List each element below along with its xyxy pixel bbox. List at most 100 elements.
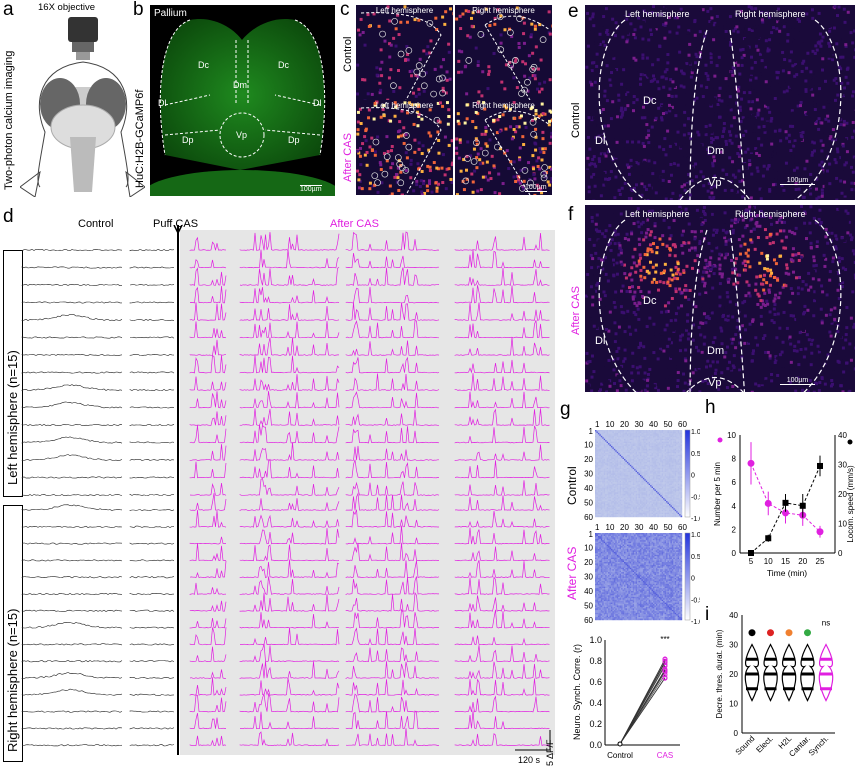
control-matrix-cell: [664, 457, 667, 460]
cell-dot: [357, 178, 361, 182]
cell-dot: [781, 285, 785, 289]
cell-dot: [682, 85, 686, 89]
cell-dot: [623, 321, 627, 325]
after-cas-trace: [454, 408, 550, 426]
cell-dot: [732, 67, 736, 71]
cell-dot: [827, 56, 831, 60]
control-matrix-cell: [616, 430, 619, 432]
control-matrix-cell: [615, 453, 617, 455]
control-matrix-cell: [632, 434, 635, 436]
control-matrix-cell: [613, 430, 616, 432]
control-matrix-cell: [624, 440, 626, 442]
cell-dot: [447, 167, 451, 171]
cell-dot: [420, 190, 424, 194]
cell-dot: [385, 135, 389, 139]
control-matrix-cell: [619, 456, 622, 458]
control-matrix-cell: [660, 443, 662, 445]
cell-dot: [589, 27, 593, 31]
cell-dot: [726, 278, 730, 282]
control-matrix-cell: [663, 448, 665, 451]
cell-dot: [378, 91, 382, 95]
control-matrix-cell: [679, 438, 681, 441]
control-matrix-cell: [639, 459, 642, 461]
control-trace: [130, 336, 175, 339]
cell-dot: [637, 237, 641, 241]
control-matrix-cell: [628, 432, 630, 435]
cell-dot: [811, 277, 815, 281]
cell-dot: [775, 27, 779, 31]
cell-dot: [832, 24, 836, 28]
cell-dot: [744, 352, 748, 356]
control-matrix-cell: [609, 440, 612, 442]
cell-dot: [770, 139, 774, 143]
control-matrix-cell: [626, 435, 629, 438]
objective-label: 16X objective: [38, 2, 96, 13]
cell-dot: [839, 128, 843, 132]
cell-dot: [763, 291, 767, 295]
control-matrix-cell: [624, 451, 626, 454]
control-matrix-cell: [634, 435, 636, 438]
cell-dot: [840, 271, 844, 275]
cell-dot: [367, 108, 371, 112]
control-matrix-cell: [615, 457, 617, 460]
control-trace: [129, 508, 175, 512]
control-matrix-cell: [635, 451, 638, 454]
cell-dot: [642, 159, 646, 163]
control-matrix-cell: [608, 453, 610, 455]
control-matrix-cell: [653, 453, 655, 455]
cell-dot: [808, 187, 812, 191]
cell-dot: [687, 142, 691, 146]
cell-dot: [518, 158, 522, 162]
cell-dot: [629, 128, 633, 132]
cell-dot: [725, 345, 729, 349]
control-matrix-cell: [647, 460, 649, 463]
cell-dot: [650, 250, 654, 254]
cell-dot: [396, 176, 400, 180]
control-matrix-cell: [618, 448, 620, 451]
cell-dot: [779, 215, 783, 219]
cell-dot: [647, 129, 651, 133]
control-matrix-cell: [655, 438, 658, 441]
cell-dot: [819, 307, 823, 311]
control-matrix-cell: [660, 437, 662, 439]
cell-dot: [479, 147, 483, 151]
cell-dot: [605, 303, 609, 307]
cell-dot: [643, 217, 647, 221]
control-matrix-cell: [595, 451, 597, 454]
control-matrix-cell: [626, 440, 629, 442]
cell-dot: [639, 341, 643, 345]
control-matrix-cell: [642, 454, 645, 457]
cell-dot: [830, 97, 834, 101]
cell-dot: [597, 152, 601, 156]
cell-dot: [741, 195, 745, 199]
left-group-box: [3, 250, 23, 497]
cell-dot: [820, 367, 824, 371]
cell-dot: [639, 278, 643, 282]
cell-dot: [713, 35, 717, 39]
control-matrix-cell: [631, 459, 633, 461]
cell-dot: [837, 262, 841, 266]
cell-dot: [682, 63, 686, 67]
control-matrix-cell: [657, 457, 659, 460]
cell-dot: [843, 194, 847, 198]
cell-dot: [737, 169, 741, 173]
cell-dot: [614, 21, 618, 25]
control-matrix-cell: [595, 447, 597, 450]
c-image-after-right: Right hemisphere 100µm: [455, 100, 552, 195]
region-vp: Vp: [708, 177, 722, 189]
cell-dot: [815, 296, 819, 300]
control-matrix-cell: [625, 459, 628, 461]
control-matrix-cell: [621, 459, 623, 461]
cell-dot: [663, 355, 667, 359]
cell-dot: [841, 346, 845, 350]
cell-dot: [799, 347, 803, 351]
control-matrix-cell: [628, 437, 630, 439]
roi-circle: [540, 170, 548, 178]
cell-dot: [834, 211, 838, 215]
cell-dot: [725, 102, 729, 106]
control-trace: [129, 643, 175, 646]
cell-dot: [805, 159, 809, 163]
cell-dot: [678, 99, 682, 103]
cell-dot: [356, 132, 360, 136]
after-cas-trace: [189, 677, 227, 696]
